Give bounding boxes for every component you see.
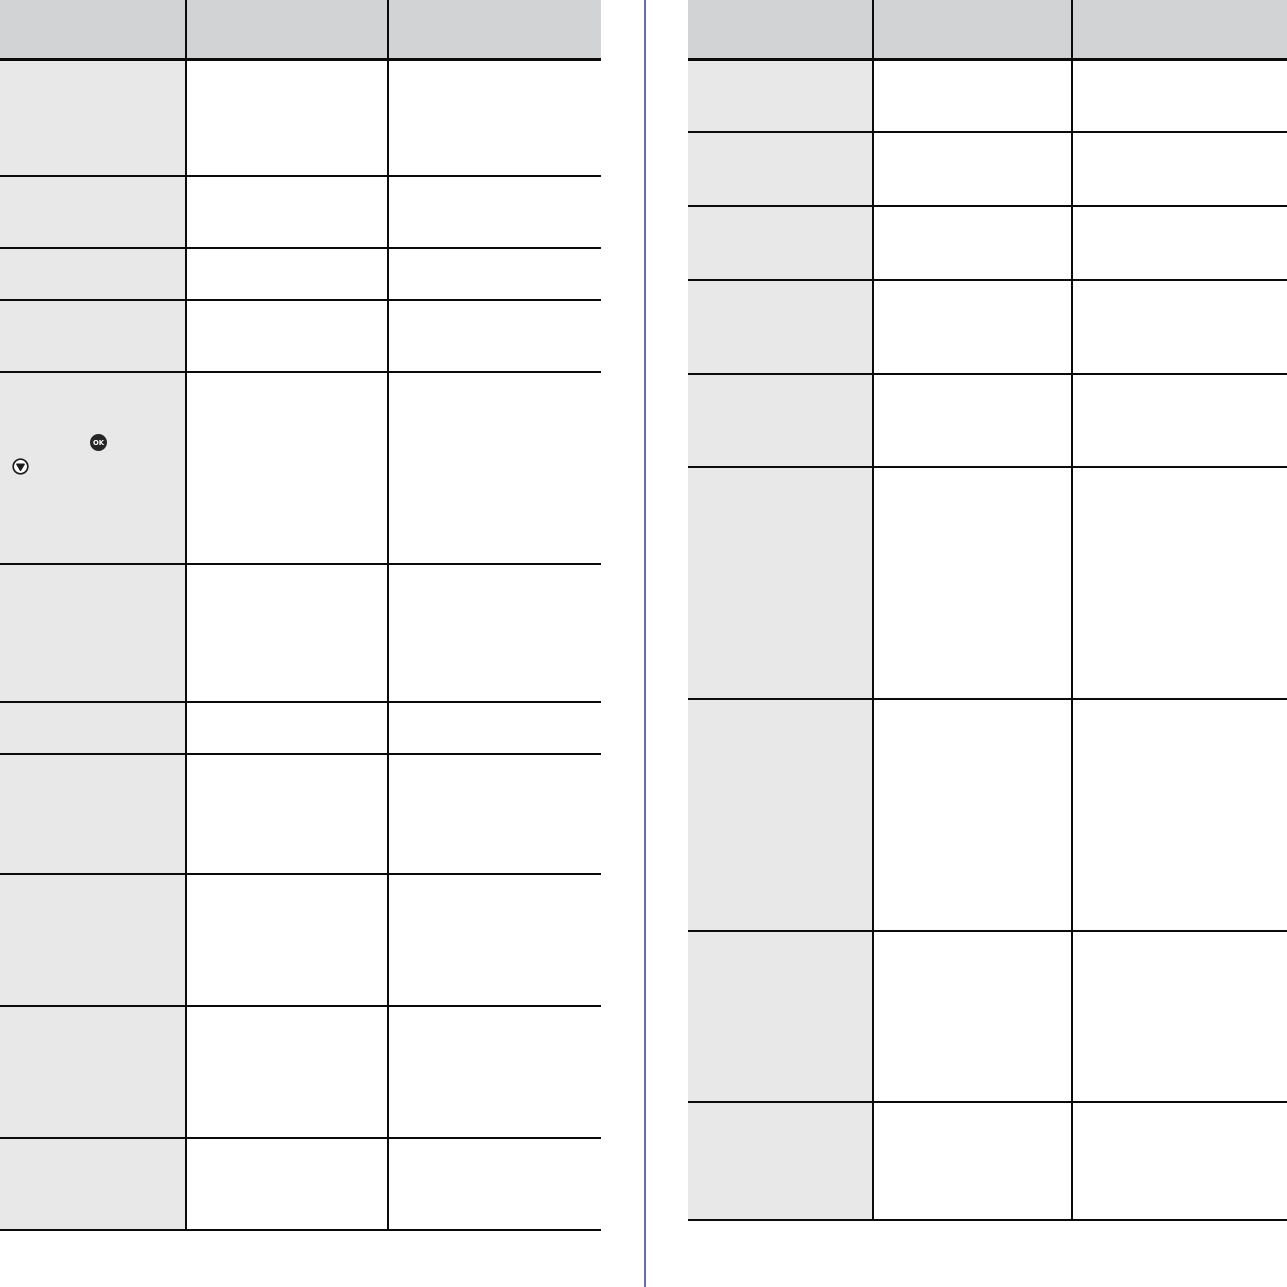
row-header-cell bbox=[0, 701, 185, 753]
row-header-cell bbox=[688, 373, 872, 466]
row-divider-line bbox=[0, 299, 601, 301]
row-header-cell bbox=[0, 58, 185, 175]
row-divider-line bbox=[0, 873, 601, 875]
row-header-cell bbox=[688, 279, 872, 373]
row-header-cell bbox=[0, 873, 185, 1005]
row-divider-line bbox=[0, 1005, 601, 1007]
column-divider-line bbox=[872, 0, 874, 1221]
row-header-cell bbox=[0, 247, 185, 299]
row-divider-line bbox=[688, 279, 1287, 281]
row-divider-line bbox=[688, 373, 1287, 375]
ok-button-icon: OK bbox=[90, 434, 107, 451]
row-header-cell bbox=[0, 753, 185, 873]
table-header-row bbox=[688, 0, 1287, 58]
row-header-cell bbox=[688, 466, 872, 698]
row-divider-line bbox=[0, 175, 601, 177]
row-header-cell bbox=[688, 131, 872, 205]
column-divider-line bbox=[387, 0, 389, 1231]
row-header-cell bbox=[688, 698, 872, 930]
row-divider-line bbox=[0, 701, 601, 703]
row-header-cell bbox=[688, 58, 872, 131]
stop-clear-button-icon bbox=[12, 458, 29, 475]
reference-table-right bbox=[688, 0, 1287, 1221]
row-header-cell bbox=[0, 1137, 185, 1229]
row-header-cell bbox=[688, 1101, 872, 1219]
reference-table-left bbox=[0, 0, 601, 1231]
row-divider-line bbox=[688, 698, 1287, 700]
header-divider-line bbox=[688, 58, 1287, 61]
ok-button-label: OK bbox=[93, 439, 105, 447]
row-divider-line bbox=[0, 371, 601, 373]
row-divider-line bbox=[688, 930, 1287, 932]
row-header-cell bbox=[0, 299, 185, 371]
row-header-cell bbox=[688, 205, 872, 279]
row-header-cell bbox=[688, 930, 872, 1101]
row-divider-line bbox=[688, 1101, 1287, 1103]
row-divider-line bbox=[688, 205, 1287, 207]
row-divider-line bbox=[688, 1219, 1287, 1221]
row-divider-line bbox=[0, 247, 601, 249]
row-divider-line bbox=[0, 1137, 601, 1139]
row-divider-line bbox=[0, 753, 601, 755]
header-divider-line bbox=[0, 58, 601, 61]
row-header-cell bbox=[0, 175, 185, 247]
row-header-cell bbox=[0, 371, 185, 563]
table-header-row bbox=[0, 0, 601, 58]
row-header-cell bbox=[0, 563, 185, 701]
row-divider-line bbox=[0, 563, 601, 565]
row-header-cell bbox=[0, 1005, 185, 1137]
row-divider-line bbox=[688, 466, 1287, 468]
row-divider-line bbox=[688, 131, 1287, 133]
column-divider-line bbox=[1071, 0, 1073, 1221]
row-divider-line bbox=[0, 1229, 601, 1231]
page-column-divider-line bbox=[644, 0, 646, 1287]
column-divider-line bbox=[185, 0, 187, 1231]
